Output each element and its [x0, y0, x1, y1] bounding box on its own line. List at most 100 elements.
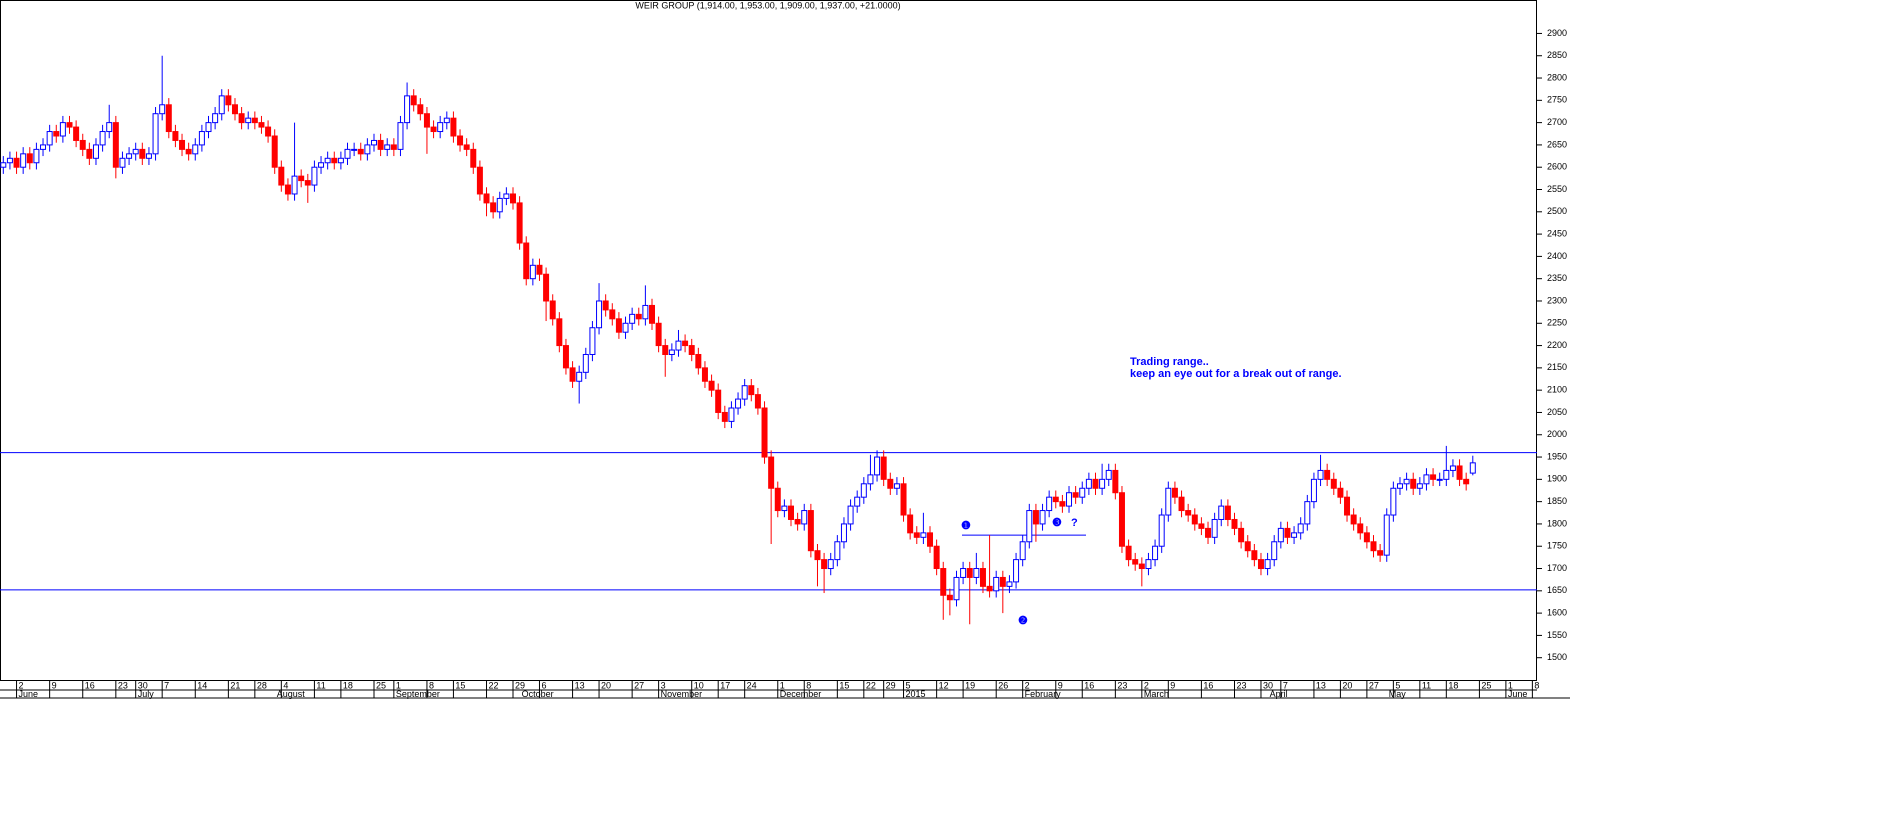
candle-body — [966, 568, 973, 578]
candle-body — [1383, 514, 1390, 556]
candle-body — [79, 139, 86, 150]
candle-body — [66, 122, 73, 128]
candle-body — [675, 340, 682, 351]
candle-body — [814, 550, 821, 561]
candle-body — [265, 126, 272, 137]
candle-body — [410, 95, 417, 106]
candle-body — [33, 148, 40, 164]
candle-body — [1264, 559, 1271, 570]
candle-body — [258, 122, 265, 128]
x-tick-label: 30 — [1263, 680, 1273, 690]
x-tick-label: 20 — [601, 680, 611, 690]
month-label: May — [1389, 689, 1407, 699]
x-tick-label: 12 — [939, 680, 949, 690]
candle-body — [979, 568, 986, 587]
candle-body — [768, 456, 775, 489]
candle-body — [622, 322, 629, 333]
candle-body — [483, 193, 490, 204]
candle-body — [708, 380, 715, 391]
month-label: August — [277, 689, 306, 699]
y-tick-label: 2000 — [1547, 429, 1567, 439]
x-tick-label: 23 — [1117, 680, 1127, 690]
y-tick-label: 2700 — [1547, 117, 1567, 127]
x-tick-label: 28 — [257, 680, 267, 690]
candle-body — [794, 518, 801, 525]
candle-body — [1456, 465, 1463, 480]
x-tick-label: 22 — [866, 680, 876, 690]
x-tick-label: 11 — [316, 680, 325, 690]
candle-body — [1032, 510, 1039, 525]
candle-body — [291, 175, 298, 195]
candle-body — [1059, 501, 1066, 507]
candle-body — [1211, 518, 1218, 538]
y-tick-label: 2100 — [1547, 385, 1567, 395]
x-tick-label: 16 — [1203, 680, 1213, 690]
candle-body — [1370, 541, 1377, 552]
candle-body — [1449, 465, 1456, 471]
candle-body — [364, 144, 371, 155]
x-tick-label: 9 — [1058, 680, 1063, 690]
candle-body — [278, 166, 285, 186]
candle-body — [1072, 492, 1079, 498]
candle-body — [1238, 527, 1245, 543]
x-tick-label: 23 — [1236, 680, 1246, 690]
candle-body — [53, 131, 60, 137]
candle-body — [649, 304, 656, 324]
candle-body — [139, 148, 146, 159]
candle-body — [1085, 478, 1092, 489]
candle-body — [629, 313, 636, 324]
candle-body — [1271, 541, 1278, 561]
x-tick-label: 7 — [1283, 680, 1288, 690]
candle-body — [655, 322, 662, 347]
candle-body — [1066, 492, 1073, 507]
x-tick-label: 27 — [1369, 680, 1379, 690]
candle-body — [840, 523, 847, 543]
candle-body — [1337, 487, 1344, 498]
month-label: July — [138, 689, 155, 699]
x-tick-label: 9 — [52, 680, 57, 690]
candle-body — [907, 514, 914, 534]
y-tick-label: 1500 — [1547, 652, 1567, 662]
x-tick-label: 25 — [376, 680, 386, 690]
candle-body — [476, 166, 483, 195]
month-label: 2015 — [906, 689, 926, 699]
candle-body — [1277, 527, 1284, 543]
y-tick-label: 2900 — [1547, 28, 1567, 38]
candle-body — [1244, 541, 1251, 552]
candle-body — [1125, 545, 1132, 561]
x-tick-label: 2 — [19, 680, 24, 690]
candle-body — [788, 505, 795, 520]
candle-body — [615, 318, 622, 333]
candle-body — [311, 166, 318, 186]
y-tick-label: 1700 — [1547, 563, 1567, 573]
month-label: February — [1025, 689, 1062, 699]
candle-body — [86, 148, 93, 159]
month-label: April — [1270, 689, 1288, 699]
candle-body — [1410, 478, 1417, 489]
candle-body — [251, 117, 258, 124]
candle-body — [20, 153, 27, 168]
x-tick-label: 8 — [806, 680, 811, 690]
candle-body — [198, 131, 205, 146]
candle-body — [1231, 518, 1238, 529]
candle-body — [185, 148, 192, 155]
candle-body — [344, 148, 351, 159]
candle-body — [827, 559, 834, 570]
candle-body — [470, 148, 477, 168]
y-tick-label: 2300 — [1547, 295, 1567, 305]
y-tick-label: 2450 — [1547, 228, 1567, 238]
candle-body — [893, 483, 900, 489]
candle-body — [179, 139, 186, 150]
candle-body — [953, 576, 960, 601]
candle-body — [602, 300, 609, 311]
candle-body — [1377, 550, 1384, 556]
x-tick-label: 20 — [1342, 680, 1352, 690]
y-tick-label: 2800 — [1547, 72, 1567, 82]
annotation: ❸ — [1052, 517, 1062, 529]
candle-body — [430, 126, 437, 133]
candle-body — [40, 144, 47, 150]
candle-body — [1396, 483, 1403, 489]
candle-body — [46, 131, 53, 146]
month-label: June — [19, 689, 39, 699]
